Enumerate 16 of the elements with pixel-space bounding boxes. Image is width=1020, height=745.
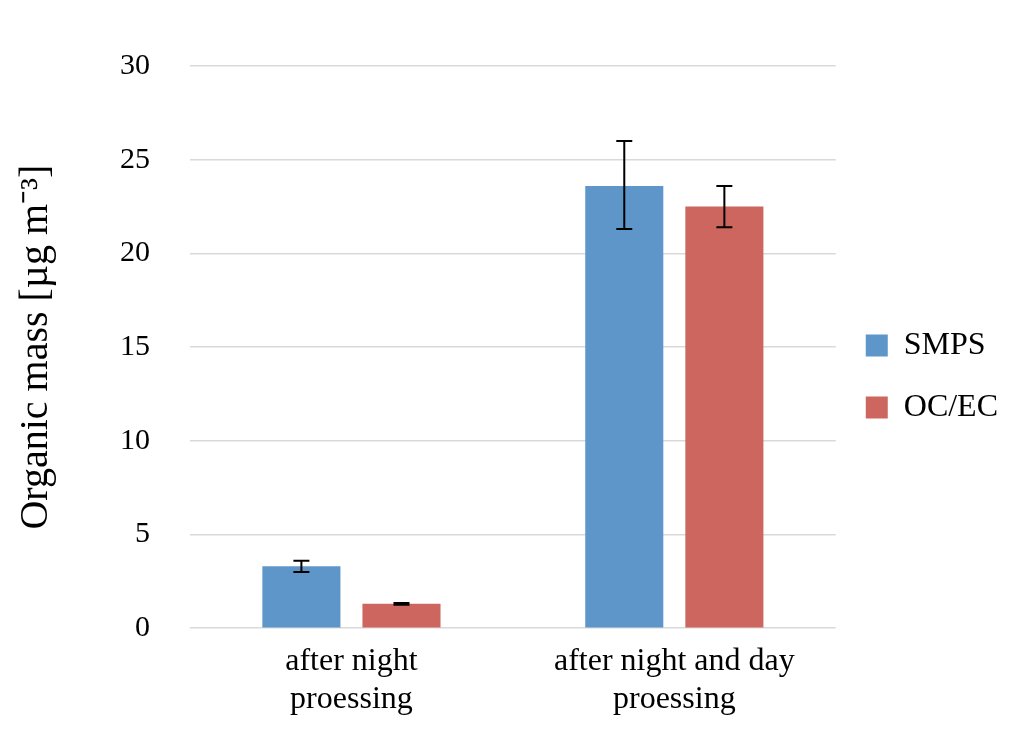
- legend-label: OC/EC: [903, 386, 998, 423]
- y-tick-label: 25: [120, 140, 150, 174]
- bar: [585, 185, 664, 628]
- y-tick-label: 20: [120, 234, 150, 268]
- y-tick-label: 5: [135, 515, 150, 549]
- y-tick-label: 10: [120, 421, 150, 455]
- y-tick-label: 30: [120, 46, 150, 80]
- bar: [362, 603, 441, 628]
- y-tick-label: 0: [135, 609, 150, 643]
- y-axis-title: Organic mass [µg m⁻³]: [10, 164, 56, 530]
- x-tick-label: after night proessing: [285, 640, 418, 716]
- legend-label: SMPS: [903, 324, 986, 361]
- bar: [262, 566, 341, 628]
- bar: [685, 206, 764, 628]
- x-tick-label: after night and day proessing: [553, 640, 795, 716]
- y-tick-label: 15: [120, 327, 150, 361]
